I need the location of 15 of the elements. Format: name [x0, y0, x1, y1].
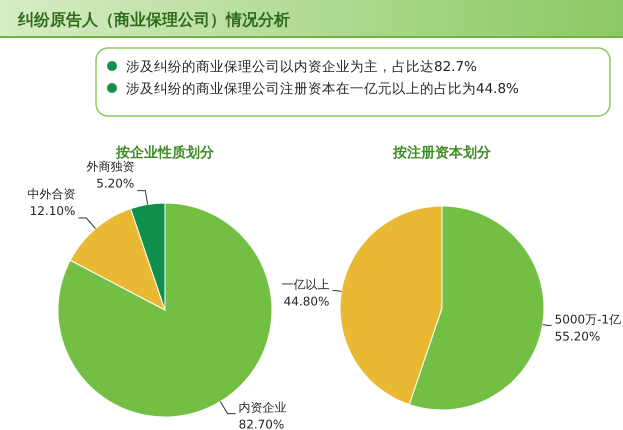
slice-label: 中外合资 — [27, 186, 76, 201]
chart-title: 按企业性质划分 — [115, 144, 215, 161]
text: 纠纷原告人（商业保理公司）情况分析 — [17, 10, 290, 29]
slice-label: 一亿以上 — [281, 278, 330, 292]
text: 涉及纠纷的商业保理公司以内资企业为主，占比达82.7% — [126, 59, 478, 75]
data-label: 5.20% — [96, 176, 134, 191]
text: 涉及纠纷的商业保理公司注册资本在一亿元以上的占比为44.8% — [126, 81, 520, 97]
data-label: 44.80% — [284, 294, 330, 309]
slice-label: 内资企业 — [238, 400, 287, 415]
data-label: 55.20% — [554, 329, 600, 344]
data-label: 12.10% — [30, 204, 76, 218]
slice-label: 5000万-1亿 — [554, 312, 622, 326]
chart-title: 按注册资本划分 — [392, 144, 492, 161]
slice-label: 外商独资 — [86, 160, 134, 174]
data-label: 82.70% — [238, 418, 284, 430]
